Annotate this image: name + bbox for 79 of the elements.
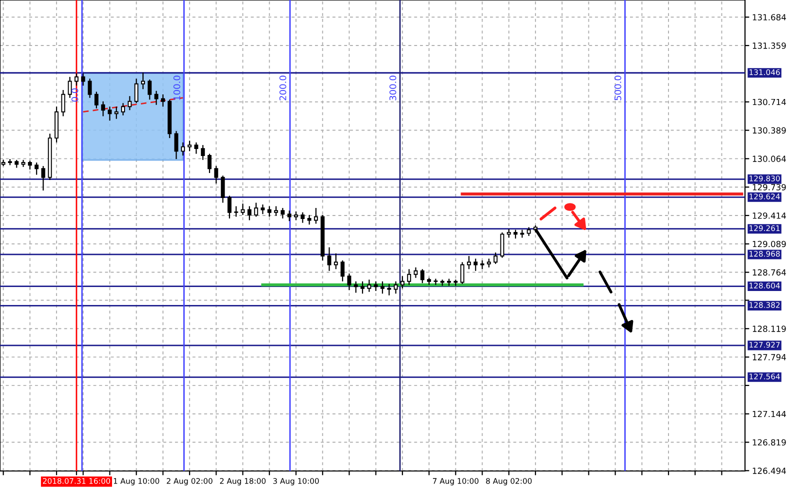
candlestick: [94, 91, 98, 109]
candlestick: [148, 78, 152, 100]
candlestick: [274, 206, 278, 216]
candlestick: [194, 142, 198, 154]
candlestick: [394, 280, 398, 294]
annotation: 500.0: [614, 76, 622, 100]
candlestick: [141, 72, 145, 90]
candlestick: [200, 144, 205, 160]
candlestick: [480, 260, 484, 270]
annotation: 200.0: [279, 76, 286, 100]
candlestick: [101, 100, 106, 117]
y-tick-label: 129.089: [752, 240, 786, 248]
candlestick: [240, 203, 245, 216]
candlestick: [260, 204, 265, 215]
candlestick: [41, 165, 46, 192]
candlestick: [134, 78, 138, 104]
candlestick: [466, 255, 471, 270]
candlestick: [180, 142, 185, 156]
candlestick: [88, 78, 92, 98]
candlestick: [188, 140, 192, 152]
candlestick: [220, 175, 225, 204]
candlestick: [474, 258, 478, 272]
y-tick-label: 126.819: [752, 439, 786, 446]
y-tick-label: 130.389: [752, 127, 786, 134]
candlestick: [420, 268, 424, 284]
candlestick: [400, 276, 404, 289]
candlestick: [387, 283, 392, 296]
candlestick: [374, 280, 378, 292]
candlestick: [300, 212, 305, 224]
y-tick-label: 129.414: [752, 212, 786, 219]
annotation: 0.0: [71, 88, 78, 102]
candlestick: [407, 268, 412, 286]
y-tick-label: 129.739: [752, 184, 786, 190]
candlestick: [121, 102, 126, 116]
candlestick: [380, 280, 384, 294]
annotation: 100.0: [173, 76, 180, 100]
candlestick: [340, 260, 345, 282]
candlestick: [68, 76, 72, 98]
candlestick: [81, 72, 86, 86]
candlestick: [360, 280, 365, 294]
candlestick: [460, 262, 464, 285]
candlestick: [314, 207, 318, 224]
candlestick: [354, 280, 358, 294]
candlestick: [108, 106, 112, 122]
candlestick: [114, 106, 118, 120]
y-tick-label: 130.714: [752, 98, 786, 106]
candlestick: [174, 130, 178, 160]
candlestick: [247, 206, 252, 221]
candlestick: [61, 89, 66, 117]
candlestick: [327, 246, 332, 272]
y-tick-label: 127.794: [752, 354, 786, 360]
candlestick: [234, 206, 238, 218]
y-tick-label: 131.684: [752, 14, 786, 20]
candlestick: [34, 162, 39, 176]
candlestick: [287, 210, 292, 222]
candlestick: [334, 252, 338, 270]
candlestick: [267, 206, 272, 218]
candlestick: [367, 279, 372, 292]
candlestick: [494, 252, 498, 264]
y-tick-label: 131.359: [752, 42, 786, 49]
candlestick: [414, 266, 418, 278]
candlestick: [128, 96, 132, 111]
candlestick: [500, 232, 504, 258]
annotation: 300.0: [389, 76, 396, 100]
candlestick: [307, 214, 312, 226]
candlestick: [228, 195, 232, 220]
candlestick: [347, 272, 352, 291]
candlestick: [280, 207, 285, 220]
y-tick-label: 130.064: [752, 156, 786, 162]
candlestick: [208, 153, 212, 174]
candlestick: [160, 94, 165, 108]
y-tick-label: 127.144: [752, 410, 786, 418]
candlestick: [254, 202, 258, 218]
candlestick: [154, 90, 158, 106]
y-tick-label: 128.119: [752, 326, 786, 332]
candlestick: [74, 72, 78, 86]
y-tick-label: 126.494: [752, 468, 786, 474]
candlestick: [214, 165, 218, 184]
y-tick-label: 128.764: [752, 269, 786, 276]
